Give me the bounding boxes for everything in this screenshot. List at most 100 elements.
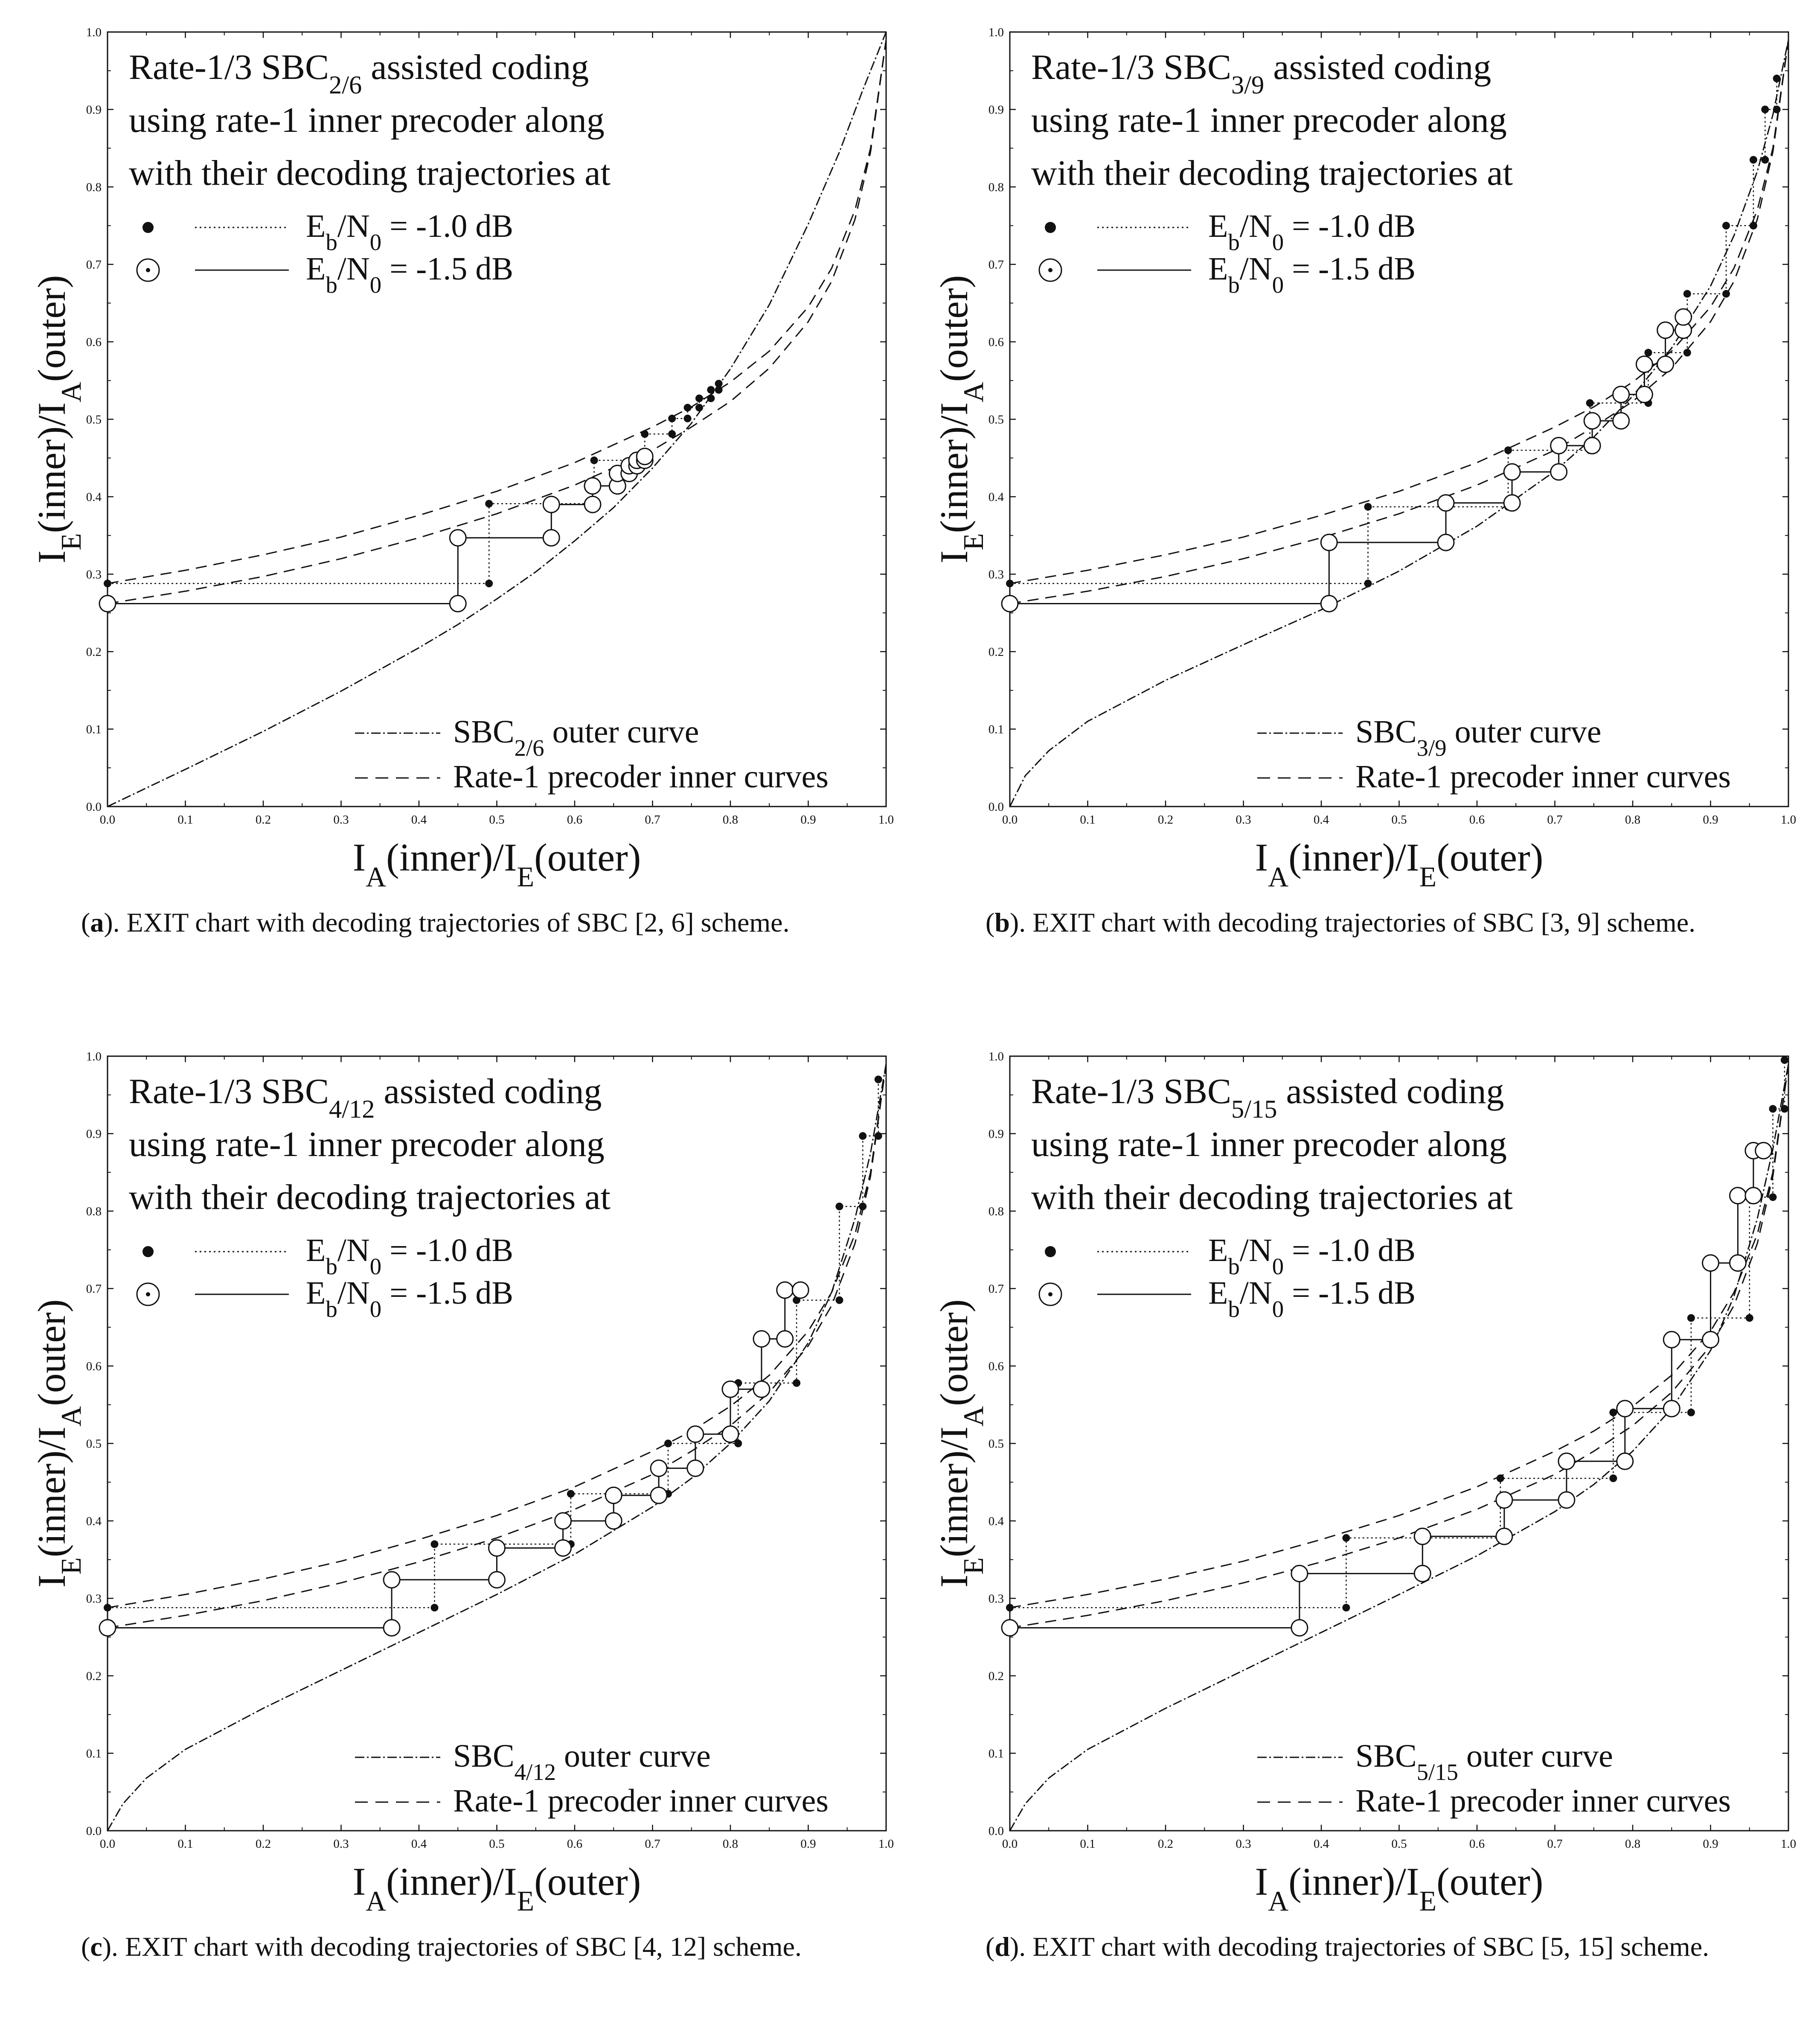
trajectory-point-open	[1744, 1187, 1762, 1205]
trajectory-point-filled	[1773, 74, 1781, 82]
trajectory-point-filled	[683, 404, 692, 412]
trajectory-point-open	[753, 1330, 770, 1348]
trajectory-dotted	[108, 384, 719, 584]
y-tick-label: 0.1	[86, 1747, 102, 1761]
trajectory-point-open	[554, 1512, 572, 1530]
y-tick-label: 0.5	[988, 413, 1004, 427]
trajectory-point-filled	[1364, 580, 1372, 588]
y-tick-label: 0.6	[86, 1360, 102, 1373]
trajectory-point-open	[1657, 321, 1675, 339]
trajectory-point-filled	[715, 380, 723, 388]
x-tick-label: 0.7	[645, 1837, 660, 1851]
plot-frame	[107, 31, 887, 807]
trajectory-point-filled	[1683, 349, 1691, 357]
caption-paren: (	[986, 1931, 995, 1962]
inner-curve-1	[107, 1063, 887, 1628]
trajectory-point-open	[1657, 355, 1675, 373]
trajectory-point-open	[383, 1619, 401, 1637]
trajectory-point-open	[620, 457, 638, 475]
trajectory-point-open	[1729, 1187, 1747, 1205]
trajectory-point-open	[1583, 412, 1601, 430]
y-tick-label: 0.9	[86, 103, 102, 117]
x-tick-label: 0.2	[256, 813, 271, 827]
y-tick-label: 0.8	[988, 1205, 1004, 1218]
trajectory-point-open	[1675, 321, 1692, 339]
trajectory-point-open	[608, 465, 626, 483]
trajectory-point-open	[1320, 594, 1338, 612]
trajectory-point-open	[1413, 1564, 1431, 1582]
trajectory-point-filled	[1364, 503, 1372, 511]
x-tick-label: 0.2	[1158, 1837, 1173, 1851]
trajectory-point-open	[650, 1459, 668, 1477]
trajectory-dotted	[1010, 78, 1777, 584]
annotation-line-1: Rate-1/3 SBC2/6 assisted coding	[129, 47, 589, 99]
inner-curve-0	[107, 1063, 887, 1608]
x-tick-label: 0.4	[411, 813, 427, 827]
trajectory-point-filled	[1342, 1604, 1350, 1612]
trajectory-point-filled	[641, 430, 649, 438]
y-tick-label: 0.3	[86, 1592, 102, 1606]
trajectory-point-open	[1291, 1619, 1308, 1637]
trajectory-point-filled	[707, 386, 715, 394]
x-tick-label: 0.5	[489, 813, 504, 827]
trajectory-point-open	[1503, 494, 1521, 512]
trajectory-point-open	[686, 1459, 704, 1477]
x-tick-label: 0.4	[1314, 1837, 1329, 1851]
trajectory-point-filled	[1496, 1534, 1504, 1542]
x-tick-label: 0.2	[256, 1837, 271, 1851]
inner-curve-1	[1009, 39, 1789, 604]
trajectory-point-open	[542, 495, 560, 513]
caption-text: ). EXIT chart with decoding trajectories…	[102, 1931, 802, 1962]
trajectory-point-open	[1437, 494, 1455, 512]
trajectory-point-filled	[859, 1132, 867, 1140]
caption-letter: d	[994, 1931, 1010, 1962]
trajectory-point-filled	[104, 1604, 111, 1612]
trajectory-point-open	[1001, 1619, 1019, 1637]
legend-label-inner: Rate-1 precoder inner curves	[453, 1783, 829, 1819]
inner-curve-0	[107, 39, 887, 584]
trajectory-point-filled	[1504, 446, 1512, 454]
trajectory-point-open	[650, 1486, 668, 1504]
x-tick-label: 0.3	[1236, 1837, 1251, 1851]
legend-marker-open-dot	[146, 268, 150, 272]
inner-curve-0	[1009, 39, 1789, 584]
trajectory-point-open	[791, 1281, 809, 1299]
trajectory-point-filled	[1769, 1105, 1777, 1113]
trajectory-point-filled	[683, 414, 692, 422]
trajectory-point-open	[584, 477, 602, 495]
y-tick-label: 0.8	[988, 181, 1004, 194]
trajectory-point-open	[1413, 1527, 1431, 1545]
trajectory-point-open	[1675, 308, 1692, 326]
y-tick-label: 0.0	[988, 1824, 1004, 1838]
trajectory-point-filled	[1745, 1314, 1753, 1322]
legend-marker-filled	[1045, 1246, 1056, 1257]
annotation-line-3: with their decoding trajectories at	[129, 153, 611, 193]
outer-curve	[1009, 39, 1789, 807]
trajectory-point-filled	[734, 1439, 742, 1448]
trajectory-point-open	[776, 1330, 794, 1348]
trajectory-point-open	[620, 465, 638, 483]
legend-label-solid: Eb/N0 = -1.5 dB	[1208, 251, 1416, 298]
y-tick-label: 0.4	[988, 1514, 1004, 1528]
legend-marker-open	[1038, 1282, 1062, 1306]
x-tick-label: 0.0	[1002, 1837, 1018, 1851]
x-tick-label: 0.1	[177, 1837, 193, 1851]
y-tick-label: 0.3	[86, 568, 102, 582]
trajectory-point-open	[449, 594, 467, 612]
x-tick-label: 0.1	[1080, 813, 1095, 827]
trajectory-solid	[108, 456, 645, 604]
trajectory-point-open	[636, 448, 654, 466]
y-tick-label: 0.0	[86, 800, 102, 814]
trajectory-point-open	[1663, 1331, 1680, 1348]
trajectory-point-filled	[1006, 1604, 1014, 1612]
trajectory-point-filled	[590, 500, 598, 508]
trajectory-point-filled	[793, 1296, 801, 1304]
annotation-line-1: Rate-1/3 SBC4/12 assisted coding	[129, 1072, 602, 1124]
annotation-line-3: with their decoding trajectories at	[1031, 153, 1513, 193]
trajectory-point-filled	[1006, 580, 1014, 588]
y-tick-label: 0.5	[86, 1437, 102, 1451]
trajectory-point-open	[1702, 1254, 1719, 1272]
trajectory-point-open	[1437, 533, 1455, 551]
legend-label-outer: SBC4/12 outer curve	[453, 1738, 711, 1785]
x-tick-label: 0.6	[567, 813, 582, 827]
